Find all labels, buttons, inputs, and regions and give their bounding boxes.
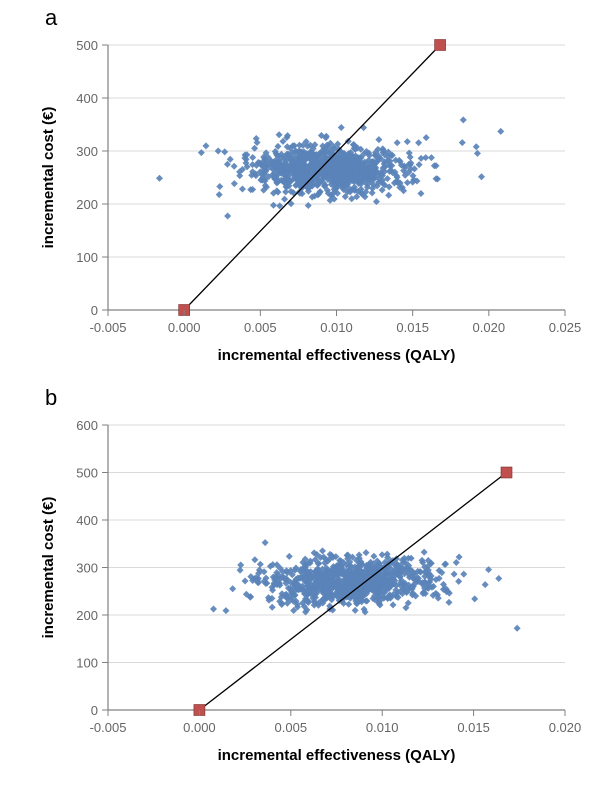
- svg-text:0.010: 0.010: [366, 720, 399, 735]
- svg-text:0.005: 0.005: [244, 320, 277, 335]
- svg-text:300: 300: [76, 144, 98, 159]
- svg-text:400: 400: [76, 513, 98, 528]
- svg-text:-0.005: -0.005: [90, 720, 127, 735]
- svg-text:0.000: 0.000: [183, 720, 216, 735]
- svg-text:100: 100: [76, 250, 98, 265]
- svg-text:0.025: 0.025: [549, 320, 582, 335]
- svg-text:0.000: 0.000: [168, 320, 201, 335]
- threshold-endpoint: [501, 467, 512, 478]
- svg-text:0.015: 0.015: [457, 720, 490, 735]
- y-axis-label: incremental cost (€): [40, 497, 57, 639]
- x-axis-label: incremental effectiveness (QALY): [218, 347, 456, 364]
- svg-text:0.020: 0.020: [473, 320, 506, 335]
- svg-text:0.020: 0.020: [549, 720, 582, 735]
- svg-text:0.005: 0.005: [275, 720, 308, 735]
- threshold-endpoint: [435, 40, 446, 51]
- svg-text:0.015: 0.015: [396, 320, 429, 335]
- svg-text:0: 0: [91, 303, 98, 318]
- y-axis-label: incremental cost (€): [40, 107, 57, 249]
- svg-text:400: 400: [76, 91, 98, 106]
- svg-text:600: 600: [76, 418, 98, 433]
- svg-text:0.010: 0.010: [320, 320, 353, 335]
- svg-text:500: 500: [76, 38, 98, 53]
- svg-text:100: 100: [76, 656, 98, 671]
- svg-text:300: 300: [76, 561, 98, 576]
- svg-text:500: 500: [76, 466, 98, 481]
- svg-text:0: 0: [91, 703, 98, 718]
- chart-b: -0.005 0.000 0.005 0.010 0.015 0.020 0 100 200 30…: [30, 400, 585, 780]
- page: a -0.0050.0000.0050.0100.0150.0200.02501…: [0, 0, 600, 795]
- svg-text:200: 200: [76, 608, 98, 623]
- x-axis-label: incremental effectiveness (QALY): [218, 747, 456, 764]
- chart-a: -0.005 0.000 0.005 0.010 0.015 0.020 0.025 0 100…: [30, 20, 585, 380]
- svg-text:200: 200: [76, 197, 98, 212]
- svg-text:-0.005: -0.005: [90, 320, 127, 335]
